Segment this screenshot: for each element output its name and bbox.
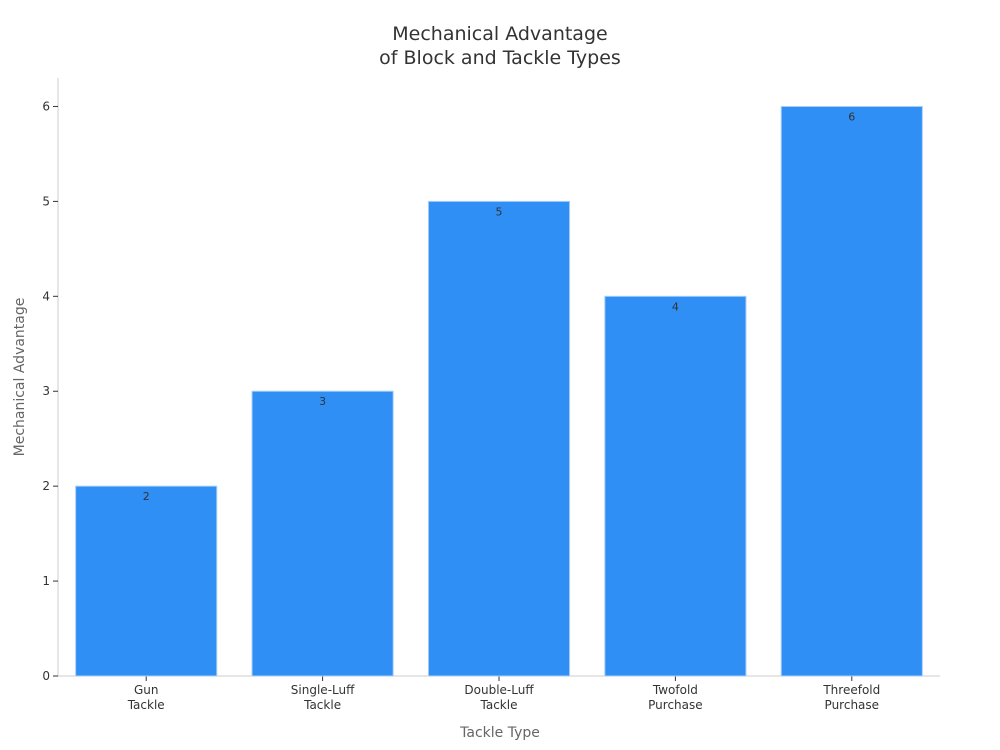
x-tick-label: Twofold Purchase [648, 683, 703, 712]
value-label: 5 [496, 205, 503, 218]
y-axis-label: Mechanical Advantage [12, 298, 28, 457]
x-tick-label: Single-Luff Tackle [291, 683, 355, 712]
y-tick-label: 4 [42, 289, 50, 303]
x-tick-label: Gun Tackle [127, 683, 165, 712]
x-tick-label: Double-Luff Tackle [464, 683, 534, 712]
bar [780, 105, 923, 677]
y-tick-label: 3 [42, 384, 50, 398]
value-label: 4 [672, 300, 679, 313]
y-tick-label: 1 [42, 574, 50, 588]
y-tick-label: 5 [42, 194, 50, 208]
bar [75, 485, 218, 677]
value-label: 2 [143, 490, 150, 503]
y-tick-label: 0 [42, 669, 50, 683]
bar [251, 390, 394, 677]
value-label: 3 [319, 395, 326, 408]
x-tick-label: Threefold Purchase [822, 683, 880, 712]
value-label: 6 [848, 110, 855, 123]
bar [427, 200, 571, 677]
y-tick-label: 6 [42, 99, 50, 113]
chart-title: Mechanical Advantage of Block and Tackle … [379, 23, 621, 69]
bar [604, 295, 747, 677]
x-axis-label: Tackle Type [459, 725, 540, 741]
y-tick-label: 2 [42, 479, 50, 493]
